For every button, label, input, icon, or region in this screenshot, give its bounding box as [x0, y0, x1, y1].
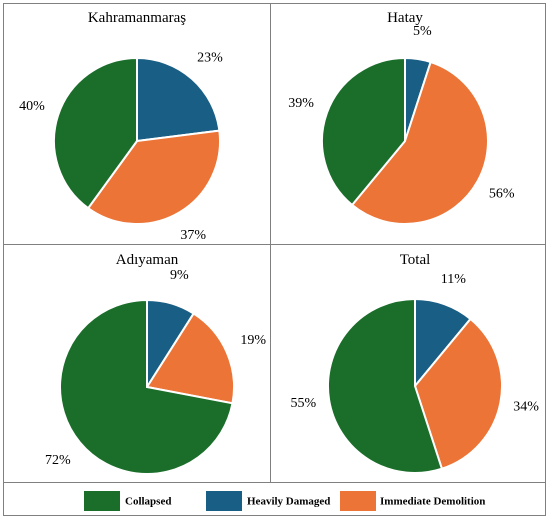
- pie-slice-collapsed: [327, 297, 444, 474]
- legend: Collapsed Heavily Damaged Immediate Demoli…: [3, 482, 546, 516]
- pie-slice-immediate-demolition: [350, 60, 489, 225]
- pie-slice-immediate-demolition: [413, 317, 503, 471]
- legend-border: [3, 482, 546, 516]
- pie-chart-kahramanmaras: Kahramanmaraş 23% 37% 40%: [19, 10, 223, 243]
- pie-slice-collapsed: [53, 56, 138, 210]
- legend-swatch-immediate-demolition: [340, 491, 376, 511]
- chart-title: Total: [400, 252, 431, 268]
- chart-title: Kahramanmaraş: [88, 10, 186, 26]
- chart-title: Adıyaman: [116, 252, 179, 268]
- legend-label-heavily-damaged: Heavily Damaged: [247, 496, 330, 508]
- pie-slice-heavily-damaged: [136, 56, 221, 143]
- slice-label-heavily-damaged: 5%: [413, 24, 432, 39]
- legend-label-collapsed: Collapsed: [125, 496, 171, 508]
- slice-label-immediate-demolition: 37%: [180, 228, 206, 243]
- slice-label-immediate-demolition: 34%: [513, 399, 539, 414]
- pie-slice-immediate-demolition: [145, 312, 235, 405]
- slice-label-collapsed: 55%: [290, 396, 316, 411]
- legend-swatch-heavily-damaged: [206, 491, 242, 511]
- pie-slice-collapsed: [59, 298, 234, 475]
- slice-label-heavily-damaged: 9%: [170, 268, 189, 283]
- legend-label-immediate-demolition: Immediate Demolition: [380, 496, 485, 508]
- slice-label-immediate-demolition: 19%: [240, 333, 266, 348]
- slice-label-heavily-damaged: 11%: [441, 272, 466, 287]
- slice-label-heavily-damaged: 23%: [197, 50, 223, 65]
- chart-title: Hatay: [387, 10, 423, 26]
- pie-slice-immediate-demolition: [86, 129, 221, 226]
- slice-label-immediate-demolition: 56%: [489, 186, 515, 201]
- slice-label-collapsed: 39%: [288, 96, 314, 111]
- legend-swatch-collapsed: [84, 491, 120, 511]
- pie-chart-total: Total 11% 34% 55%: [290, 252, 539, 474]
- pie-slice-collapsed: [321, 56, 406, 207]
- slice-label-collapsed: 72%: [45, 453, 71, 468]
- slice-label-collapsed: 40%: [19, 99, 45, 114]
